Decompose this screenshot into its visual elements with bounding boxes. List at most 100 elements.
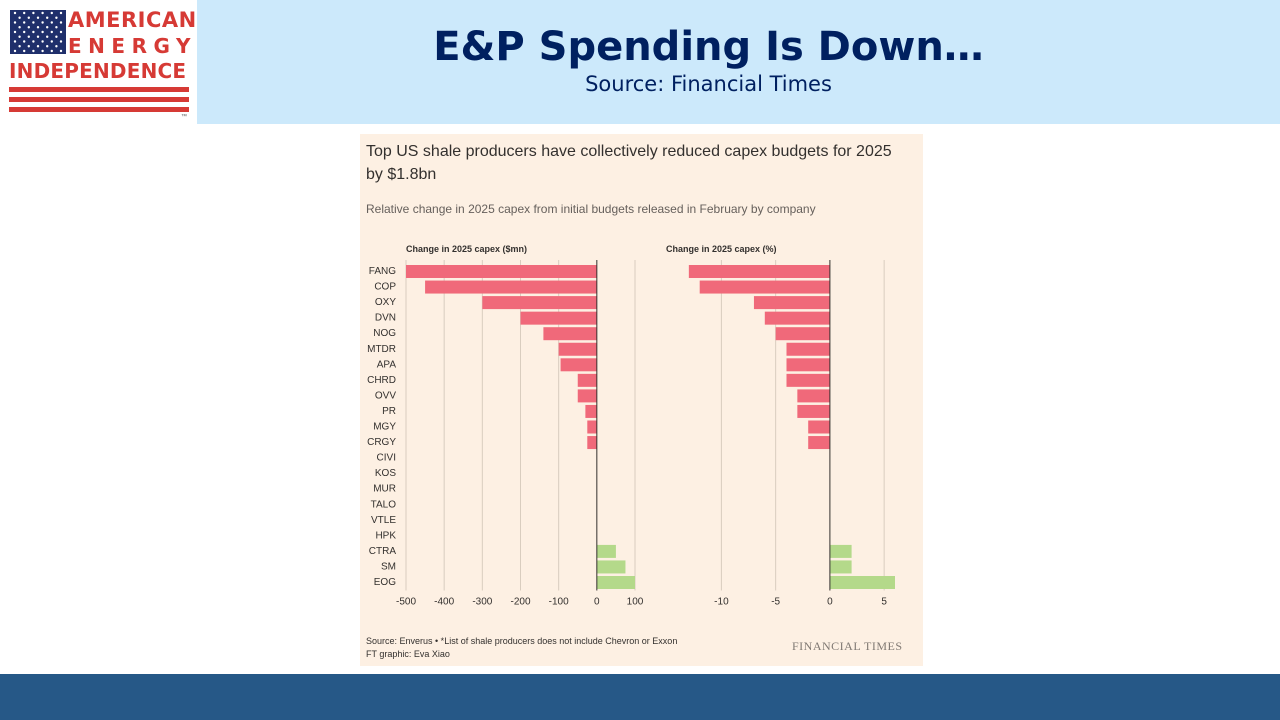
chart-card-subtitle: Relative change in 2025 capex from initi…	[366, 202, 816, 216]
star-dot	[32, 21, 35, 24]
chart-card: Top US shale producers have collectively…	[360, 134, 923, 666]
bar-ovv	[577, 389, 597, 403]
category-label: FANG	[369, 266, 396, 277]
tick-label: -300	[472, 597, 492, 608]
star-dot	[13, 40, 17, 43]
star-dot	[59, 49, 63, 53]
star-dot	[36, 35, 40, 38]
star-dot	[32, 11, 35, 15]
bar-mtdr	[786, 342, 830, 356]
bar-oxy	[753, 296, 830, 310]
star-dot	[36, 26, 40, 29]
category-label: CHRD	[367, 375, 396, 386]
bar-ovv	[797, 389, 830, 403]
category-label: SM	[381, 561, 396, 572]
star-dot	[46, 16, 49, 19]
bar-mtdr	[558, 342, 597, 356]
bar-sm	[596, 560, 626, 574]
category-label: VTLE	[371, 515, 396, 526]
bar-nog	[543, 327, 597, 341]
bar-apa	[786, 358, 830, 372]
category-label: MGY	[373, 422, 396, 433]
bar-charts: Change in 2025 capex ($mn) -500 -400 -300 -2…	[367, 244, 895, 608]
category-label: OVV	[375, 390, 396, 401]
category-label: CRGY	[367, 437, 396, 448]
category-label: OXY	[375, 297, 396, 308]
star-dot	[55, 16, 58, 19]
tick-label: -400	[434, 597, 454, 608]
bar-pr	[797, 404, 830, 418]
chart-credit: FT graphic: Eva Xiao	[366, 649, 450, 659]
star-dot	[41, 30, 44, 34]
logo-stripe	[9, 107, 189, 112]
star-dot	[23, 40, 26, 43]
category-label: MUR	[373, 484, 396, 495]
star-dot	[36, 16, 40, 19]
logo-line-1: AMERICAN	[68, 8, 197, 32]
bar-cop	[699, 280, 830, 294]
bar-crgy	[587, 436, 597, 450]
star-dot	[46, 26, 49, 29]
star-dot	[23, 21, 26, 24]
tick-label: 0	[594, 597, 600, 608]
tick-label: 100	[627, 597, 644, 608]
star-dot	[59, 40, 63, 43]
logo-stripe	[9, 97, 189, 102]
star-dot	[50, 11, 53, 15]
star-dot	[59, 30, 63, 34]
bar-crgy	[808, 436, 830, 450]
logo-line-2: ENERGY	[68, 34, 197, 58]
logo-line-3: INDEPENDENCE	[9, 59, 187, 83]
bar-pr	[585, 404, 597, 418]
tick-label: -100	[549, 597, 569, 608]
star-dot	[41, 40, 44, 43]
star-dot	[55, 26, 58, 29]
star-dot	[27, 45, 30, 48]
bar-oxy	[482, 296, 597, 310]
star-dot	[55, 35, 58, 38]
star-dot	[13, 49, 17, 53]
star-dot	[59, 11, 63, 15]
flag-stars-icon	[10, 10, 66, 54]
star-dot	[18, 16, 21, 19]
category-label: COP	[374, 282, 396, 293]
category-label: CIVI	[377, 453, 396, 464]
panel-title: Change in 2025 capex (%)	[666, 244, 777, 254]
bar-fang	[406, 265, 597, 278]
star-dot	[50, 21, 53, 24]
star-dot	[27, 26, 30, 29]
star-dot	[50, 30, 53, 34]
tick-label: -500	[396, 597, 416, 608]
star-dot	[18, 45, 21, 48]
tick-label: 5	[881, 597, 887, 608]
panel-title: Change in 2025 capex ($mn)	[406, 244, 527, 254]
category-label: HPK	[375, 530, 396, 541]
category-label: TALO	[371, 499, 397, 510]
bar-eog	[829, 576, 895, 589]
bar-cop	[425, 280, 597, 294]
ft-brand: FINANCIAL TIMES	[792, 639, 903, 653]
star-dot	[46, 45, 49, 48]
star-dot	[13, 30, 17, 34]
header-band	[197, 0, 1280, 124]
category-label: PR	[382, 406, 396, 417]
category-label: APA	[377, 359, 397, 370]
chart-card-title: Top US shale producers have collectively…	[366, 143, 892, 183]
star-dot	[27, 16, 30, 19]
star-dot	[32, 40, 35, 43]
bar-chrd	[786, 373, 830, 387]
star-dot	[18, 35, 21, 38]
star-dot	[50, 40, 53, 43]
tick-label: -200	[510, 597, 530, 608]
star-dot	[36, 45, 40, 48]
star-dot	[41, 49, 44, 53]
star-dot	[32, 49, 35, 53]
bar-ctra	[596, 544, 616, 558]
star-dot	[41, 11, 44, 15]
bar-dvn	[764, 311, 830, 325]
bar-fang	[688, 265, 830, 278]
bar-apa	[560, 358, 597, 372]
star-dot	[23, 49, 26, 53]
bar-ctra	[829, 544, 852, 558]
bar-mgy	[587, 420, 597, 434]
